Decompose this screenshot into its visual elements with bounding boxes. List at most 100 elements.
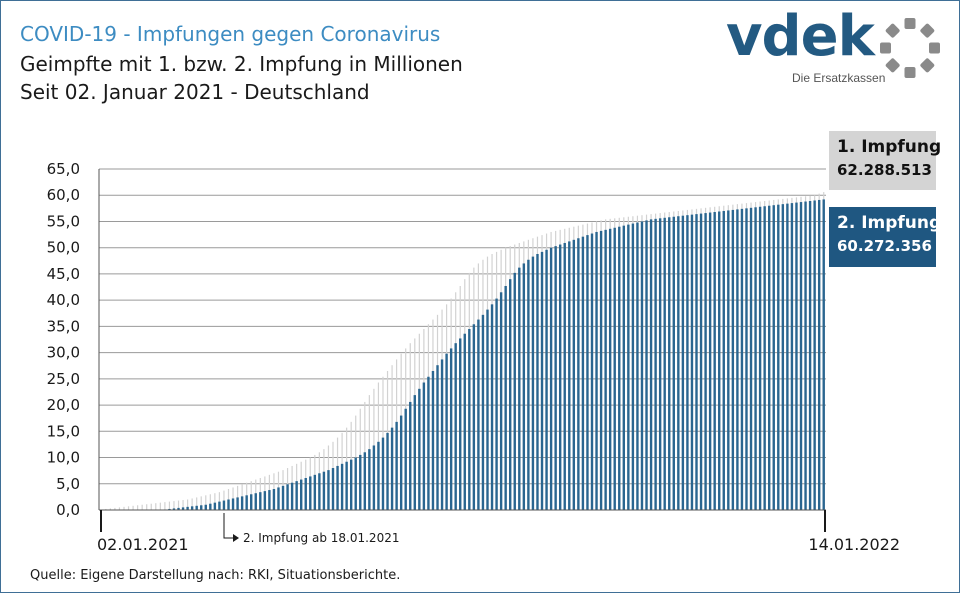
second-dose-bar — [354, 457, 357, 510]
first-dose-bar — [123, 506, 125, 510]
first-dose-bar — [173, 501, 175, 510]
second-dose-bar — [281, 485, 285, 510]
second-dose-bar — [627, 224, 630, 510]
second-dose-bar — [672, 216, 675, 511]
second-dose-bar — [795, 202, 798, 510]
first-dose-bar — [182, 500, 184, 510]
chart-title: COVID-19 - Impfungen gegen Coronavirus — [20, 22, 441, 46]
first-dose-bar — [109, 508, 111, 510]
second-dose-bar — [168, 508, 171, 510]
second-dose-bar — [290, 482, 294, 510]
second-dose-bar — [781, 204, 785, 510]
first-dose-callout: 1. Impfung 62.288.513 — [829, 131, 941, 190]
second-dose-bar — [631, 223, 635, 510]
second-dose-bar — [645, 220, 648, 511]
second-dose-bar — [786, 203, 789, 510]
second-dose-bar — [699, 213, 703, 511]
second-dose-bar — [522, 263, 526, 510]
second-dose-bar — [799, 202, 803, 510]
second-dose-bar — [336, 465, 339, 510]
second-dose-bar — [477, 319, 480, 510]
second-dose-bar — [172, 508, 176, 510]
first-dose-bar — [118, 507, 121, 510]
second-dose-bar — [313, 474, 317, 510]
y-tick-label: 25,0 — [47, 370, 80, 388]
second-dose-bar — [422, 382, 426, 510]
second-dose-bar — [449, 348, 453, 510]
first-dose-bar — [223, 490, 225, 510]
first-dose-bar — [200, 496, 202, 510]
second-dose-bar — [368, 449, 371, 510]
first-dose-bar — [141, 504, 143, 510]
second-dose-bar — [286, 484, 289, 510]
second-dose-bar — [299, 479, 303, 510]
second-dose-bar — [395, 421, 398, 510]
first-dose-bar — [146, 504, 148, 510]
second-dose-bar — [349, 459, 353, 510]
x-end-label: 14.01.2022 — [808, 535, 900, 554]
second-dose-bar — [490, 304, 494, 510]
second-dose-bar — [822, 199, 825, 511]
second-dose-bar — [195, 505, 198, 510]
second-dose-bar — [295, 481, 298, 510]
second-dose-bar — [181, 507, 185, 510]
first-dose-bar — [209, 494, 211, 510]
second-dose-bar — [459, 338, 462, 510]
second-dose-bar — [213, 502, 217, 510]
vdek-logo: vdek Die Ersatzkassen — [726, 4, 946, 90]
second-dose-bar — [817, 199, 821, 510]
second-dose-bar — [236, 497, 239, 510]
second-dose-bar — [554, 246, 557, 510]
first-dose-bar — [205, 495, 207, 510]
second-dose-bar — [177, 507, 180, 510]
second-dose-value: 60.272.356 — [837, 237, 932, 255]
second-dose-bar — [540, 251, 544, 511]
second-dose-bar — [468, 329, 471, 510]
second-dose-bar — [681, 215, 685, 510]
second-dose-bar — [463, 333, 466, 510]
second-dose-bar — [790, 203, 794, 510]
second-dose-bar — [558, 244, 562, 510]
y-tick-label: 60,0 — [47, 186, 80, 204]
x-start-label: 02.01.2021 — [97, 535, 189, 554]
first-dose-bar — [155, 503, 157, 510]
second-dose-bar — [604, 229, 607, 510]
second-dose-bar — [440, 359, 444, 510]
second-dose-bar — [331, 468, 335, 510]
y-tick-label: 65,0 — [47, 160, 80, 178]
annotation-label: 2. Impfung ab 18.01.2021 — [243, 531, 399, 545]
first-dose-bar — [127, 506, 130, 510]
second-dose-bar — [345, 461, 348, 510]
second-dose-bar — [708, 212, 712, 510]
second-dose-bar — [404, 408, 407, 510]
first-dose-bar — [150, 503, 152, 510]
y-tick-label: 50,0 — [47, 239, 80, 257]
second-dose-bar — [599, 230, 603, 511]
second-dose-bar — [427, 376, 430, 510]
second-dose-bar — [577, 238, 580, 510]
second-dose-bar — [549, 247, 553, 510]
second-dose-bar — [813, 200, 816, 510]
y-tick-label: 35,0 — [47, 317, 80, 335]
second-dose-bar — [318, 473, 321, 510]
second-dose-bar — [772, 205, 775, 510]
second-dose-bar — [381, 437, 385, 510]
second-dose-bar — [254, 493, 257, 510]
second-dose-bar — [690, 214, 694, 510]
second-dose-bar — [545, 249, 548, 510]
second-dose-bar — [649, 219, 653, 510]
second-dose-callout: 2. Impfung 60.272.356 — [829, 207, 941, 267]
second-dose-bar — [668, 217, 671, 510]
second-dose-bar — [495, 298, 498, 510]
chart-period: Seit 02. Januar 2021 - Deutschland — [20, 80, 370, 104]
second-dose-bar — [418, 388, 421, 510]
second-dose-bar — [327, 470, 330, 510]
first-dose-bar — [168, 501, 171, 510]
bar-group — [100, 192, 825, 511]
second-dose-bar — [204, 504, 207, 510]
second-dose-bar — [509, 279, 512, 510]
annotation-arrow-icon — [233, 534, 239, 542]
source-note: Quelle: Eigene Darstellung nach: RKI, Si… — [30, 568, 401, 583]
first-dose-bar — [164, 502, 166, 510]
